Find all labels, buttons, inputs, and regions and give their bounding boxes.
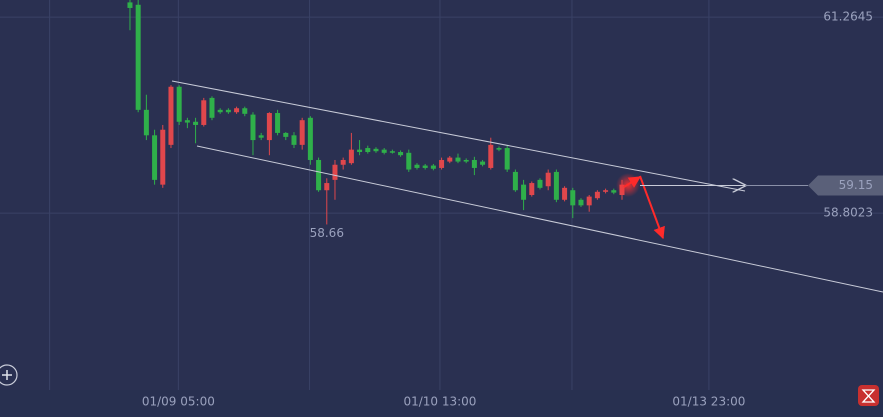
red-arrow-up (623, 176, 642, 188)
candle-body (562, 187, 568, 200)
candle-body (258, 135, 264, 138)
candle-body (152, 135, 158, 180)
candle-body (389, 151, 395, 153)
y-tick-label: 58.8023 (823, 206, 873, 220)
candle-body (414, 164, 420, 168)
candle-body (316, 159, 322, 191)
candle-body (348, 149, 354, 164)
zoom-button[interactable] (0, 364, 18, 386)
candle-body (594, 191, 600, 199)
grid (0, 0, 883, 390)
candle-body (307, 117, 313, 160)
zoom-plus (2, 370, 12, 380)
candle-body (135, 4, 141, 110)
candle-body (447, 157, 453, 162)
candle-body (193, 121, 199, 125)
candle-body (176, 86, 182, 122)
candle-body (430, 165, 436, 169)
candle-body (439, 159, 445, 168)
candle-body (275, 113, 281, 133)
candle-body (373, 148, 379, 152)
low-label: 58.66 (310, 226, 344, 240)
candle-body (586, 196, 592, 206)
candle-body (365, 148, 371, 153)
candle-body (291, 135, 297, 145)
x-tick-label: 01/10 13:00 (403, 395, 476, 409)
candle-body (234, 108, 240, 113)
candle-body (545, 172, 551, 187)
x-tick-label: 01/13 23:00 (672, 395, 745, 409)
candle-body (611, 190, 617, 193)
candle-body (340, 159, 346, 165)
candle-body (209, 97, 215, 118)
alert-icon[interactable] (858, 385, 879, 406)
candle-body (357, 149, 363, 153)
candle-body (553, 171, 559, 200)
price-tag-label: 59.15 (839, 178, 873, 192)
candle-body (570, 190, 576, 206)
candle-body (225, 109, 231, 113)
candle-body (480, 161, 486, 165)
candle-body (512, 171, 518, 191)
candles (127, 0, 625, 225)
candle-body (242, 108, 248, 114)
candle-body (168, 86, 174, 145)
candle-body (529, 183, 535, 195)
price-tag (808, 175, 883, 196)
channel-lower (196, 145, 883, 293)
candle-body (504, 148, 510, 170)
candle-body (603, 190, 609, 192)
candle-body (201, 100, 207, 125)
red-arrow-down (639, 175, 665, 240)
candle-body (471, 159, 477, 168)
candle-body (250, 114, 256, 141)
candle-body (299, 120, 305, 145)
candle-body (455, 157, 461, 162)
candle-body (283, 132, 289, 137)
candle-body (266, 113, 272, 141)
candle-body (143, 109, 149, 136)
candle-body (578, 199, 584, 206)
channel-upper (171, 80, 746, 192)
candle-body (217, 109, 223, 113)
alert-glyph (861, 389, 876, 403)
candle-body (496, 148, 502, 150)
candle-body (332, 164, 338, 180)
zoom-circle[interactable] (0, 364, 18, 386)
candle-body (381, 149, 387, 153)
candle-body (184, 120, 190, 123)
y-tick-label: 61.2645 (823, 10, 873, 24)
candle-body (160, 129, 166, 185)
candle-body (463, 159, 469, 162)
candle-body (488, 144, 494, 168)
candle-body (324, 183, 330, 191)
candle-body (406, 152, 412, 170)
candle-body (127, 2, 133, 8)
x-tick-label: 01/09 05:00 (142, 395, 215, 409)
candle-body (422, 165, 428, 168)
candle-body (521, 184, 527, 200)
overlay: 61.2645 58.8023 01/09 05:00 01/10 13:00 01/1… (142, 10, 883, 409)
candle-body (398, 152, 404, 156)
candle-body (537, 179, 543, 188)
x-axis-band (0, 390, 883, 417)
